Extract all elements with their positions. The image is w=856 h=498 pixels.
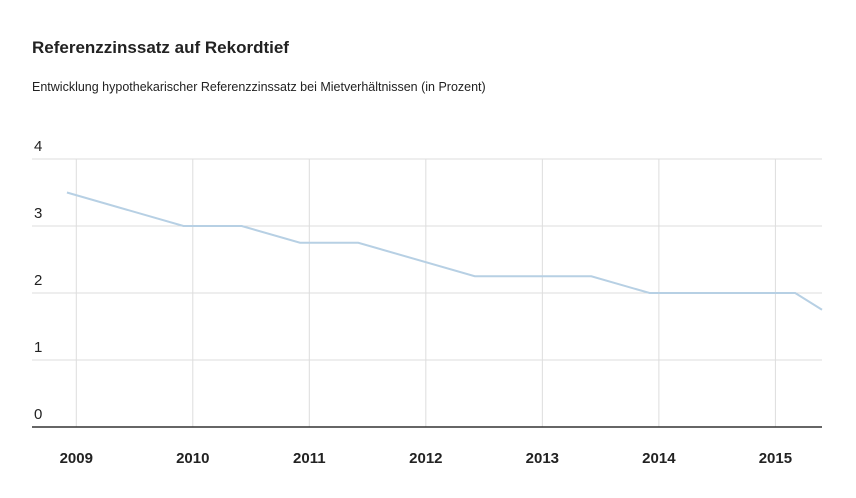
x-tick-label: 2014 — [642, 450, 676, 467]
chart-subtitle: Entwicklung hypothekarischer Referenzzin… — [32, 80, 486, 94]
y-tick-label: 4 — [34, 138, 42, 155]
y-tick-label: 3 — [34, 205, 42, 222]
x-tick-label: 2011 — [293, 450, 326, 467]
y-tick-label: 2 — [34, 272, 42, 289]
data-line — [66, 191, 823, 311]
x-tick-label: 2010 — [176, 450, 209, 467]
x-tick-label: 2012 — [409, 450, 442, 467]
chart-title: Referenzzinssatz auf Rekordtief — [32, 38, 289, 57]
y-tick-label: 1 — [34, 339, 42, 356]
x-tick-label: 2013 — [526, 450, 559, 467]
y-tick-label: 0 — [34, 406, 42, 423]
x-tick-label: 2009 — [60, 450, 93, 467]
x-tick-label: 2015 — [759, 450, 792, 467]
